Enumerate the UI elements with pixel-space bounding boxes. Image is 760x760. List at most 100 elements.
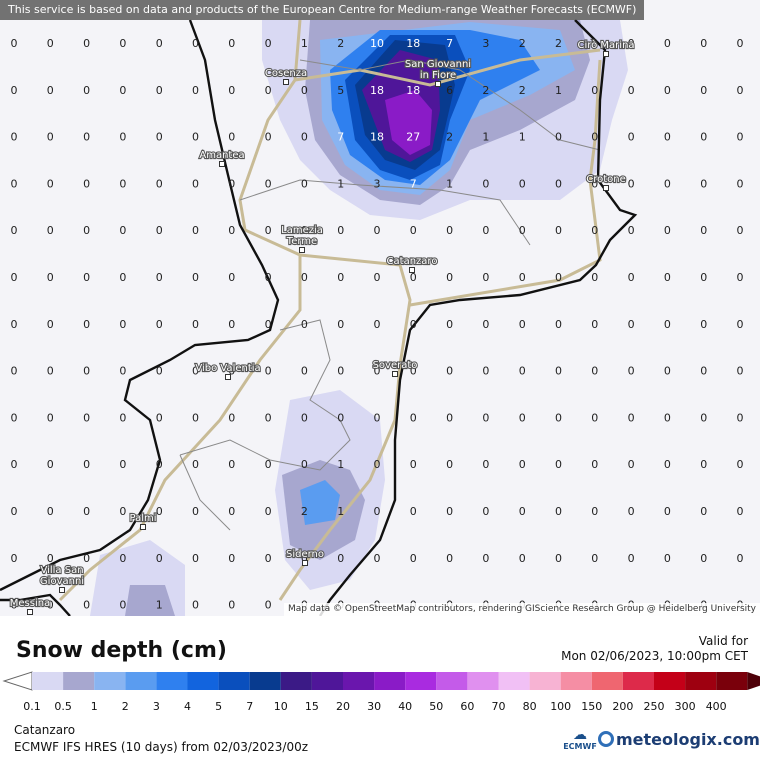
ecmwf-logo[interactable]: ☁ ECMWF (562, 728, 598, 751)
scale-label: 1 (91, 700, 98, 713)
grid-value: 0 (591, 131, 598, 144)
grid-value: 0 (628, 224, 635, 237)
grid-value: 0 (265, 365, 272, 378)
grid-value: 1 (482, 131, 489, 144)
grid-value: 0 (301, 131, 308, 144)
grid-value: 0 (446, 458, 453, 471)
grid-value: 0 (591, 84, 598, 97)
grid-value: 0 (156, 318, 163, 331)
place-square-icon (219, 161, 225, 167)
scale-swatch (622, 672, 654, 690)
grid-value: 0 (446, 318, 453, 331)
grid-value: 0 (11, 318, 18, 331)
scale-swatch (436, 672, 468, 690)
grid-value: 0 (555, 365, 562, 378)
grid-value: 0 (700, 505, 707, 518)
place-marker[interactable]: Cirò Marina (576, 38, 636, 57)
place-marker[interactable]: Messina (9, 597, 51, 615)
place-label: Siderno (286, 549, 324, 560)
grid-value: 0 (700, 411, 707, 424)
map-canvas: 0 0 0 0 0 0 0 0 1 2 10 18 7 3 2 2 0 0 0 0 00 0 0 0 0 0 0 0 0 5 18 18 6 2 2… (0, 19, 744, 616)
grid-value: 0 (228, 505, 235, 518)
place-square-icon (59, 587, 65, 593)
province-border-3 (179, 319, 351, 471)
place-label: Messina (10, 598, 50, 609)
coastline-messina (0, 593, 71, 616)
place-marker[interactable]: Palmi (128, 512, 158, 530)
grid-value: 0 (664, 224, 671, 237)
grid-value: 0 (228, 552, 235, 565)
grid-value: 0 (591, 224, 598, 237)
grid-value: 0 (47, 599, 54, 612)
grid-value: 0 (47, 131, 54, 144)
snow-depth-map[interactable]: 0 0 0 0 0 0 0 0 1 2 10 18 7 3 2 2 0 0 0 0 0 0 0 0 0 0 0 0 0 0 5 18 18 6 2 2… (0, 0, 760, 616)
grid-value: 0 (410, 458, 417, 471)
place-label: Crotone (586, 174, 626, 185)
grid-value: 0 (301, 271, 308, 284)
grid-value: 10 (370, 37, 384, 50)
grid-value: 0 (664, 365, 671, 378)
grid-value: 0 (700, 458, 707, 471)
grid-value: 0 (228, 177, 235, 190)
place-marker[interactable]: Soverato (371, 359, 419, 377)
place-square-icon (409, 267, 415, 273)
grid-value: 0 (47, 411, 54, 424)
grid-value: 0 (337, 411, 344, 424)
grid-value: 0 (83, 37, 90, 50)
scale-swatch (685, 672, 717, 690)
map-attribution[interactable]: Map data © OpenStreetMap contributors, r… (284, 603, 760, 616)
grid-value: 0 (591, 37, 598, 50)
place-marker[interactable]: Amantea (198, 149, 246, 167)
grid-value: 0 (192, 505, 199, 518)
place-marker[interactable]: Siderno (285, 548, 325, 566)
grid-value: 0 (228, 271, 235, 284)
grid-value: 0 (228, 599, 235, 612)
grid-value: 0 (119, 411, 126, 424)
grid-value: 0 (519, 318, 526, 331)
grid-value: 0 (83, 599, 90, 612)
meteologix-logo[interactable]: meteologix.com (598, 730, 760, 749)
grid-value: 1 (156, 599, 163, 612)
grid-value: 1 (519, 131, 526, 144)
grid-value: 0 (119, 177, 126, 190)
grid-value: 0 (192, 552, 199, 565)
scale-label: 200 (612, 700, 633, 713)
place-square-icon (302, 560, 308, 566)
grid-value: 0 (156, 552, 163, 565)
grid-value: 0 (265, 458, 272, 471)
place-marker[interactable]: Catanzaro (385, 255, 439, 273)
scale-label: 10 (274, 700, 288, 713)
grid-value: 2 (337, 37, 344, 50)
grid-value: 0 (628, 365, 635, 378)
province-border-2 (239, 179, 531, 246)
grid-value: 3 (482, 37, 489, 50)
grid-value: 0 (519, 224, 526, 237)
grid-value: 0 (265, 177, 272, 190)
grid-value: 0 (737, 411, 744, 424)
place-square-icon (140, 524, 146, 530)
grid-value: 0 (628, 411, 635, 424)
place-label: Soverato (373, 360, 418, 371)
scale-label: 3 (153, 700, 160, 713)
scale-label: 50 (429, 700, 443, 713)
place-marker[interactable]: Vibo Valentia (194, 362, 262, 380)
grid-value: 6 (446, 84, 453, 97)
place-marker[interactable]: Crotone (585, 173, 627, 191)
coastline-ionian (318, 19, 638, 616)
grid-value: 0 (83, 411, 90, 424)
grid-value: 0 (119, 318, 126, 331)
grid-value: 0 (628, 177, 635, 190)
grid-value: 0 (265, 505, 272, 518)
road-ss106 (299, 253, 412, 421)
grid-value: 3 (374, 177, 381, 190)
scale-swatch (374, 672, 406, 690)
grid-value: 0 (83, 177, 90, 190)
place-marker[interactable]: Cosenza (264, 67, 308, 85)
scale-label: 2 (122, 700, 129, 713)
borders (179, 59, 601, 531)
scale-swatch (716, 672, 748, 690)
grid-value: 0 (265, 318, 272, 331)
